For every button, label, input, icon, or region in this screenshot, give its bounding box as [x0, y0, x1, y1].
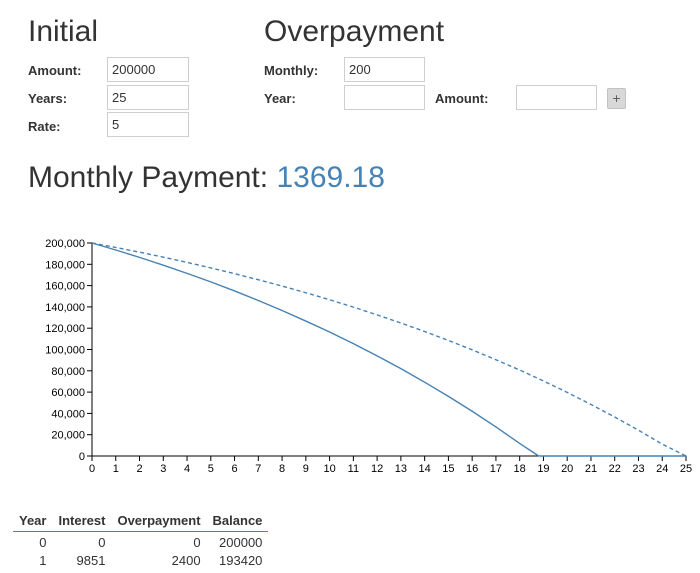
- x-tick-label: 23: [632, 463, 644, 475]
- y-tick-label: 180,000: [45, 259, 85, 271]
- x-tick-label: 11: [348, 463, 359, 475]
- x-tick-label: 15: [442, 463, 454, 475]
- overpayment-heading: Overpayment: [264, 15, 445, 48]
- x-tick-label: 13: [395, 463, 407, 475]
- y-tick-label: 140,000: [45, 302, 85, 314]
- lump-amount-label: Amount:: [435, 91, 489, 106]
- x-tick-label: 6: [231, 463, 237, 475]
- years-label: Years:: [28, 91, 68, 106]
- y-tick-label: 0: [79, 451, 85, 463]
- y-tick-label: 60,000: [51, 387, 85, 399]
- table-cell-overpayment: 2400: [171, 553, 201, 568]
- y-tick-label: 160,000: [45, 281, 85, 293]
- y-tick-label: 100,000: [45, 345, 85, 357]
- schedule-table: Year Interest Overpayment Balance 0 0 0 …: [13, 512, 269, 568]
- x-tick-label: 2: [136, 463, 142, 475]
- table-cell-interest: 9851: [76, 553, 106, 568]
- column-header-overpayment: Overpayment: [111, 512, 207, 532]
- monthly-label: Monthly:: [264, 63, 319, 78]
- x-tick-label: 5: [208, 463, 214, 475]
- balance-line-without-overpayment: [91, 242, 687, 457]
- add-overpayment-button[interactable]: +: [607, 88, 626, 109]
- lump-amount-input[interactable]: [516, 85, 597, 110]
- table-cell-balance: 200000: [219, 535, 263, 550]
- amount-label: Amount:: [28, 63, 82, 78]
- x-tick-label: 17: [490, 463, 502, 475]
- balance-line-with-overpayment: [91, 242, 686, 457]
- x-tick-label: 25: [680, 463, 692, 475]
- table-cell-year: 1: [39, 553, 47, 568]
- balance-chart: 0 20,000 40,000 60,000 80,000 100,000 120,000 1…: [45, 238, 692, 475]
- y-tick-label: 200,000: [45, 238, 85, 250]
- y-tick-label: 40,000: [51, 408, 85, 420]
- x-tick-label: 14: [419, 463, 431, 475]
- monthly-payment-label: Monthly Payment:: [28, 161, 269, 194]
- x-tick-label: 7: [255, 463, 261, 475]
- monthly-payment-heading: Monthly Payment: 1369.18: [28, 160, 385, 196]
- rate-input[interactable]: [107, 112, 189, 137]
- rate-label: Rate:: [28, 119, 61, 134]
- table-cell-overpayment: 0: [193, 535, 201, 550]
- column-header-year: Year: [13, 512, 53, 532]
- column-header-interest: Interest: [52, 512, 112, 532]
- x-tick-label: 20: [561, 463, 573, 475]
- x-tick-label: 18: [514, 463, 526, 475]
- table-header-row: Year Interest Overpayment Balance: [13, 512, 269, 532]
- x-tick-label: 0: [89, 463, 95, 475]
- x-tick-label: 4: [184, 463, 190, 475]
- y-tick-label: 20,000: [51, 430, 85, 442]
- years-input[interactable]: [107, 85, 189, 110]
- year-input[interactable]: [344, 85, 425, 110]
- x-tick-label: 9: [303, 463, 309, 475]
- table-row: 1 9851 2400 193420: [13, 550, 268, 568]
- column-header-balance: Balance: [206, 512, 269, 532]
- y-tick-label: 120,000: [45, 323, 85, 335]
- amount-input[interactable]: [107, 57, 189, 82]
- y-tick-label: 80,000: [51, 366, 85, 378]
- table-cell-interest: 0: [98, 535, 106, 550]
- x-tick-label: 3: [160, 463, 166, 475]
- table-cell-balance: 193420: [219, 553, 263, 568]
- x-tick-label: 21: [585, 463, 597, 475]
- x-tick-label: 10: [323, 463, 335, 475]
- monthly-payment-value: 1369.18: [276, 161, 385, 194]
- x-tick-label: 22: [609, 463, 621, 475]
- table-cell-year: 0: [39, 535, 47, 550]
- x-tick-label: 19: [537, 463, 549, 475]
- x-tick-label: 12: [371, 463, 383, 475]
- x-tick-label: 24: [656, 463, 668, 475]
- x-tick-label: 16: [466, 463, 478, 475]
- table-row: 0 0 0 200000: [13, 532, 268, 550]
- x-tick-label: 8: [279, 463, 285, 475]
- initial-heading: Initial: [28, 15, 99, 48]
- year-label: Year:: [264, 91, 296, 106]
- x-tick-label: 1: [113, 463, 119, 475]
- monthly-overpayment-input[interactable]: [344, 57, 425, 82]
